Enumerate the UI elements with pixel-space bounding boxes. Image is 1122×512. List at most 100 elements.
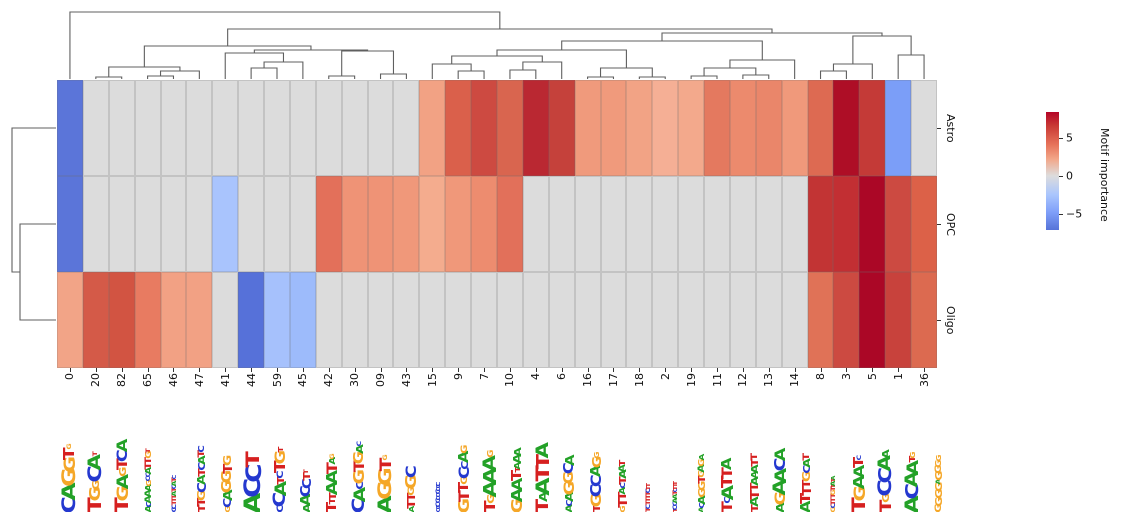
- heatmap-cell: [471, 272, 497, 368]
- row-tick: [937, 320, 941, 321]
- dendrogram-link: [431, 63, 472, 79]
- heatmap-cell: [678, 176, 705, 272]
- colorbar: [1046, 112, 1059, 230]
- dendrogram-link: [742, 74, 770, 79]
- col-tick: [406, 368, 408, 372]
- dendrogram-link: [379, 73, 407, 79]
- heatmap-cell: [238, 176, 265, 272]
- col-tick: [147, 368, 149, 372]
- col-label: 19: [684, 373, 698, 387]
- col-label: 11: [710, 373, 724, 387]
- dendrogram-link: [852, 35, 912, 64]
- col-tick: [121, 368, 123, 372]
- col-tick: [535, 368, 537, 372]
- heatmap-cell: [652, 176, 679, 272]
- col-tick: [820, 368, 822, 372]
- heatmap-cell: [57, 176, 83, 272]
- col-tick: [199, 368, 201, 372]
- col-tick: [898, 368, 900, 372]
- col-tick: [561, 368, 563, 372]
- dendrogram-link: [341, 50, 395, 76]
- dendrogram-link: [522, 61, 563, 79]
- heatmap-cell: [729, 176, 756, 272]
- dendrogram-link: [897, 54, 925, 79]
- heatmap-cell: [419, 80, 446, 176]
- dendrogram-link: [457, 70, 485, 79]
- heatmap-cell: [678, 80, 705, 176]
- heatmap-cell: [108, 272, 135, 368]
- heatmap-cell: [522, 272, 549, 368]
- heatmap-cell: [859, 80, 886, 176]
- dendrogram-link: [250, 67, 278, 79]
- heatmap-cell: [160, 80, 187, 176]
- heatmap-cell: [574, 80, 601, 176]
- col-label: 20: [89, 373, 103, 387]
- heatmap-cell: [289, 176, 316, 272]
- heatmap-cell: [238, 272, 265, 368]
- heatmap-cell: [445, 272, 472, 368]
- col-tick: [691, 368, 693, 372]
- col-tick: [717, 368, 718, 372]
- heatmap-cell: [626, 176, 653, 272]
- heatmap-cell: [186, 176, 213, 272]
- heatmap-cell: [108, 176, 135, 272]
- heatmap-grid: [57, 80, 937, 368]
- heatmap-cell: [419, 176, 446, 272]
- col-tick: [380, 368, 382, 372]
- col-tick: [432, 368, 434, 372]
- heatmap-cell: [134, 176, 161, 272]
- heatmap-cell: [807, 80, 834, 176]
- col-tick: [277, 368, 278, 372]
- col-label: 18: [632, 373, 646, 387]
- row-tick: [937, 224, 941, 225]
- heatmap-cell: [341, 80, 368, 176]
- col-label: 65: [141, 373, 155, 387]
- heatmap-cell: [859, 176, 886, 272]
- col-label: 7: [477, 373, 491, 380]
- heatmap-cell: [781, 176, 808, 272]
- heatmap-cell: [755, 176, 782, 272]
- dendrogram-link: [224, 52, 285, 79]
- col-tick: [173, 368, 175, 372]
- heatmap-cell: [652, 80, 679, 176]
- heatmap-cell: [341, 176, 368, 272]
- dendrogram-link: [11, 127, 56, 273]
- heatmap-cell: [497, 272, 523, 368]
- heatmap-cell: [755, 80, 782, 176]
- heatmap-cell: [134, 272, 161, 368]
- heatmap-cell: [471, 176, 497, 272]
- heatmap-cell: [911, 80, 937, 176]
- col-label: 8: [814, 373, 828, 380]
- heatmap-cell: [315, 80, 342, 176]
- col-tick: [924, 368, 926, 372]
- heatmap-cell: [497, 176, 523, 272]
- heatmap-cell: [600, 176, 627, 272]
- col-label: 5: [865, 373, 879, 380]
- col-label: 43: [399, 373, 413, 387]
- heatmap-cell: [264, 272, 290, 368]
- row-label-oligo: Oligo: [944, 305, 957, 335]
- colorbar-tick: [1059, 176, 1063, 177]
- col-label: 9: [451, 373, 465, 380]
- col-label: 2: [658, 373, 672, 380]
- heatmap-cell: [82, 272, 109, 368]
- row-label-opc: OPC: [944, 212, 957, 236]
- col-tick: [613, 368, 615, 372]
